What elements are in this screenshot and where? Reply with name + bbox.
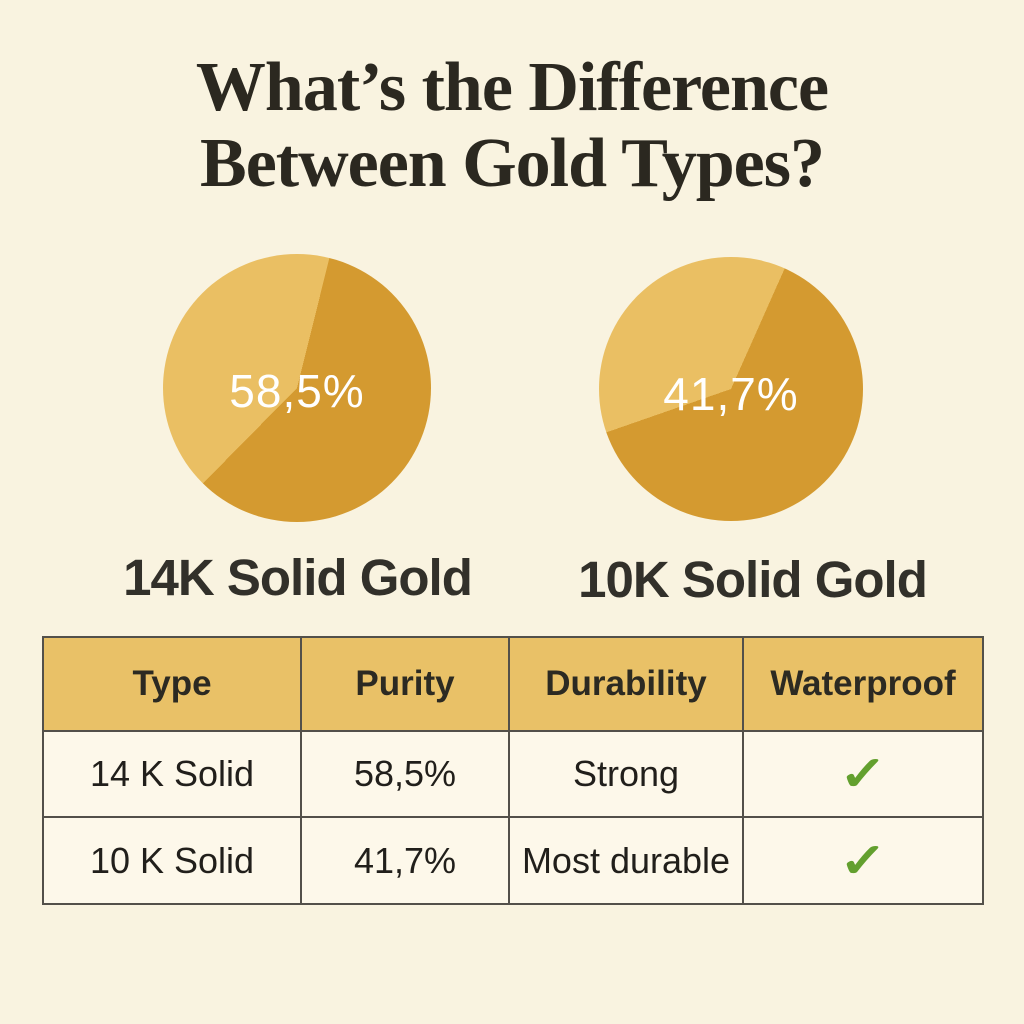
table-cell-waterproof-14k: ✓ xyxy=(744,732,982,818)
table-header-durability: Durability xyxy=(510,638,744,732)
page-title-line-2: Between Gold Types? xyxy=(200,124,825,202)
table-cell-waterproof-10k: ✓ xyxy=(744,818,982,903)
page-title: What’s the Difference Between Gold Types… xyxy=(0,50,1024,201)
pie-chart-14k-gold: 58,5% xyxy=(163,254,431,522)
pie-caption-10k: 10K Solid Gold xyxy=(578,551,928,608)
pie-percentage-label-14k: 58,5% xyxy=(229,365,365,417)
table-header-type: Type xyxy=(44,638,302,732)
table-cell-purity-14k: 58,5% xyxy=(302,732,510,818)
checkmark-icon: ✓ xyxy=(838,748,888,801)
pie-percentage-label-10k: 41,7% xyxy=(663,368,799,420)
page-title-line-1: What’s the Difference xyxy=(195,49,829,126)
table-header-waterproof: Waterproof xyxy=(744,638,982,732)
comparison-table: Type Purity Durability Waterproof 14 K S… xyxy=(42,636,984,905)
table-cell-purity-10k: 41,7% xyxy=(302,818,510,903)
checkmark-icon: ✓ xyxy=(838,834,888,888)
table-cell-durability-10k: Most durable xyxy=(510,818,744,903)
table-cell-type-10k: 10 K Solid xyxy=(44,818,302,903)
pie-chart-10k-gold: 41,7% xyxy=(599,257,863,521)
table-header-purity: Purity xyxy=(302,638,510,732)
pie-caption-14k: 14K Solid Gold xyxy=(123,549,473,606)
table-cell-type-14k: 14 K Solid xyxy=(44,732,302,818)
table-cell-durability-14k: Strong xyxy=(510,732,744,818)
